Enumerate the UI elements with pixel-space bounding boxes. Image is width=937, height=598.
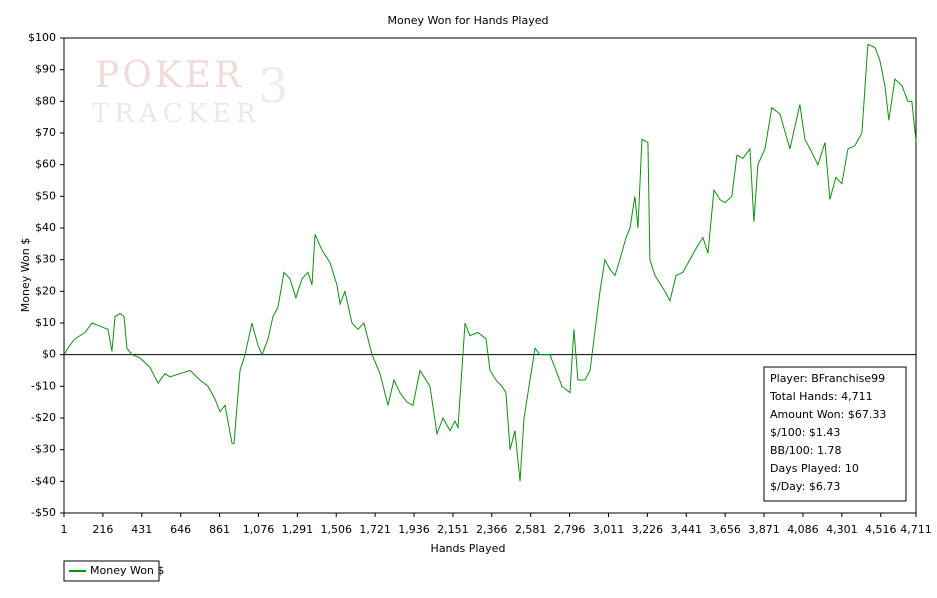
y-tick-label: $90 bbox=[35, 63, 56, 76]
x-tick-label: 4,711 bbox=[900, 523, 932, 536]
x-tick-label: 1,291 bbox=[282, 523, 314, 536]
y-tick-label: -$40 bbox=[31, 474, 56, 487]
x-tick-label: 1,721 bbox=[359, 523, 391, 536]
x-tick-label: 1 bbox=[61, 523, 68, 536]
stats-text: Amount Won: $67.33 bbox=[770, 408, 886, 421]
y-tick-label: $40 bbox=[35, 221, 56, 234]
y-tick-label: $50 bbox=[35, 189, 56, 202]
x-tick-label: 3,226 bbox=[632, 523, 664, 536]
y-axis-title: Money Won $ bbox=[19, 238, 32, 312]
stats-box bbox=[763, 366, 907, 502]
x-tick-label: 861 bbox=[209, 523, 230, 536]
x-axis-title: Hands Played bbox=[431, 542, 506, 555]
data-line bbox=[63, 43, 917, 482]
legend bbox=[63, 560, 160, 582]
y-tick-label: $0 bbox=[42, 348, 56, 361]
y-tick-label: -$10 bbox=[31, 379, 56, 392]
stats-text: Player: BFranchise99 bbox=[770, 372, 885, 385]
y-tick-label: -$20 bbox=[31, 411, 56, 424]
x-tick-label: 431 bbox=[131, 523, 152, 536]
x-tick-label: 1,506 bbox=[320, 523, 352, 536]
chart-title: Money Won for Hands Played bbox=[388, 14, 549, 27]
stats-text: BB/100: 1.78 bbox=[770, 444, 842, 457]
x-tick-label: 3,656 bbox=[709, 523, 741, 536]
y-tick-label: $70 bbox=[35, 126, 56, 139]
x-tick-label: 2,366 bbox=[476, 523, 508, 536]
x-tick-label: 1,936 bbox=[398, 523, 430, 536]
x-tick-label: 3,441 bbox=[671, 523, 703, 536]
x-tick-label: 2,796 bbox=[554, 523, 586, 536]
x-tick-label: 4,086 bbox=[787, 523, 819, 536]
y-tick-label: $60 bbox=[35, 158, 56, 171]
x-tick-label: 216 bbox=[92, 523, 113, 536]
watermark: 3 bbox=[258, 59, 289, 115]
watermark: POKER bbox=[95, 55, 244, 96]
y-tick-label: $20 bbox=[35, 284, 56, 297]
x-tick-label: 4,301 bbox=[826, 523, 858, 536]
stats-text: $/Day: $6.73 bbox=[770, 480, 840, 493]
stats-text: Total Hands: 4,711 bbox=[769, 390, 873, 403]
y-tick-label: -$50 bbox=[31, 506, 56, 519]
x-tick-label: 2,151 bbox=[437, 523, 469, 536]
x-tick-label: 646 bbox=[170, 523, 191, 536]
legend-label: Money Won $ bbox=[90, 564, 164, 577]
x-tick-label: 3,871 bbox=[748, 523, 780, 536]
x-tick-label: 2,581 bbox=[515, 523, 547, 536]
y-tick-label: $30 bbox=[35, 253, 56, 266]
y-tick-label: $100 bbox=[28, 31, 56, 44]
plot-border bbox=[63, 37, 917, 514]
y-tick-label: $80 bbox=[35, 94, 56, 107]
stats-text: Days Played: 10 bbox=[770, 462, 859, 475]
x-tick-label: 1,076 bbox=[243, 523, 275, 536]
y-tick-label: -$30 bbox=[31, 443, 56, 456]
x-tick-label: 3,011 bbox=[593, 523, 625, 536]
stats-text: $/100: $1.43 bbox=[770, 426, 840, 439]
y-tick-label: $10 bbox=[35, 316, 56, 329]
x-tick-label: 4,516 bbox=[865, 523, 897, 536]
watermark: TRACKER bbox=[92, 99, 261, 129]
